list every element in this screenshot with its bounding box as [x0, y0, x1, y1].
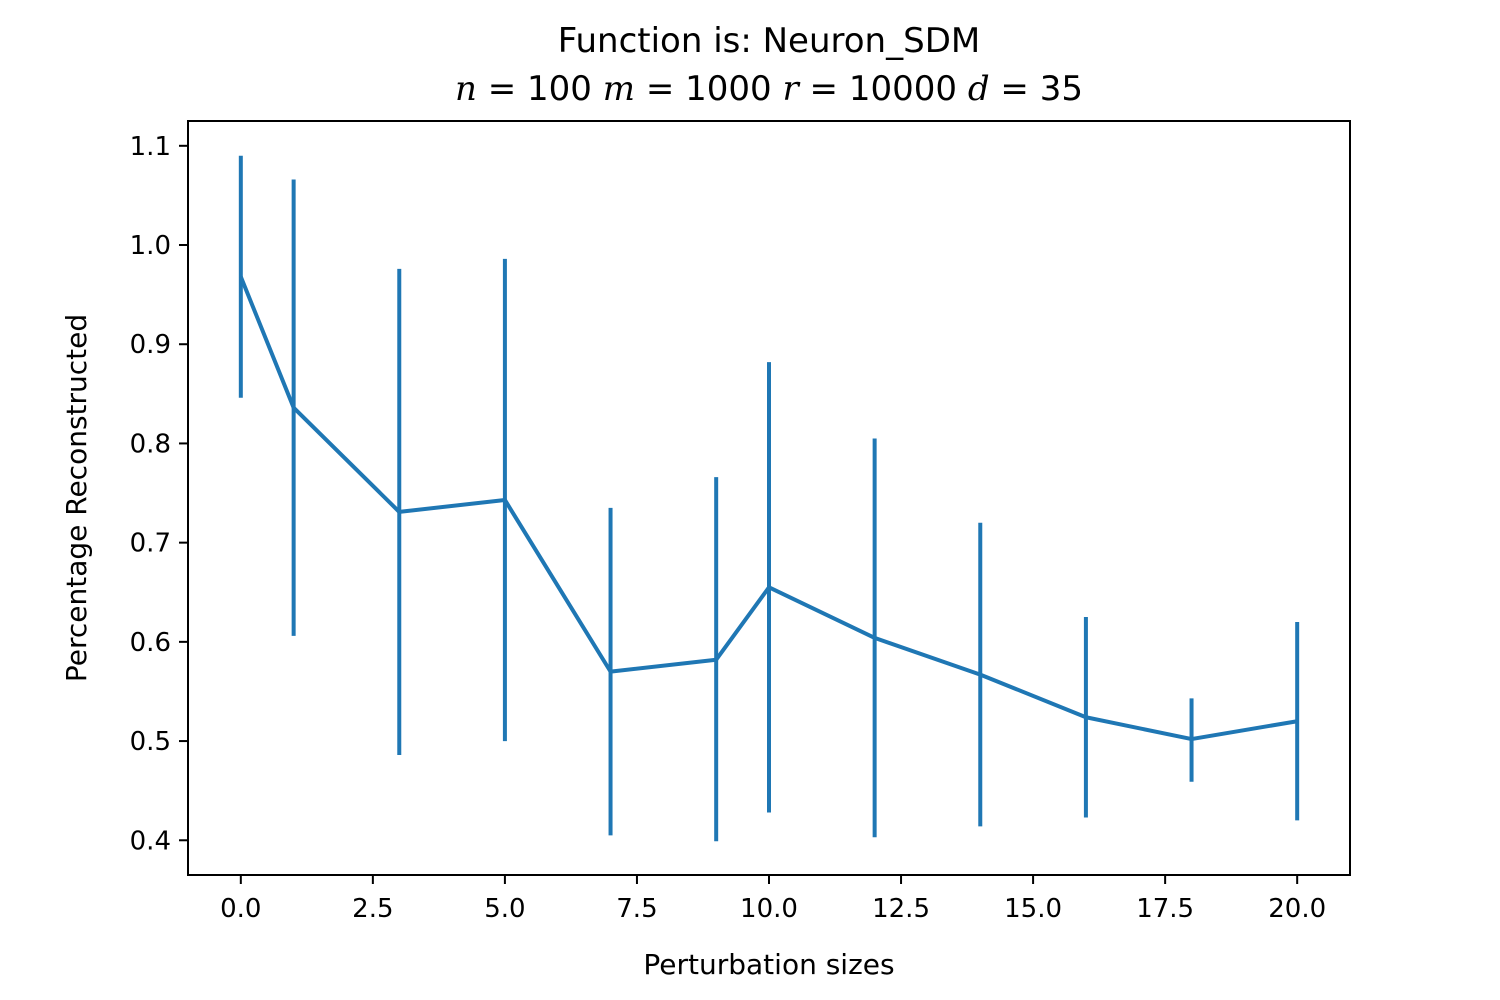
x-axis-ticks: 0.0 2.5 5.0 7.5 10.0 12.5 15.0 17.5 20.0: [220, 875, 1326, 924]
subtitle-n-value: 100: [527, 69, 592, 109]
x-tick-label: 20.0: [1268, 894, 1326, 924]
y-tick-label: 0.5: [130, 727, 171, 757]
x-tick-label: 10.0: [740, 894, 798, 924]
y-tick-label: 0.7: [130, 529, 171, 559]
x-tick-label: 5.0: [484, 894, 525, 924]
x-tick-label: 0.0: [220, 894, 261, 924]
x-tick-label: 15.0: [1004, 894, 1062, 924]
subtitle-m-label: m: [603, 69, 635, 109]
y-axis-ticks: 0.4 0.5 0.6 0.7 0.8 0.9 1.0 1.1: [130, 132, 188, 856]
x-axis-label: Perturbation sizes: [643, 948, 894, 981]
x-tick-label: 7.5: [616, 894, 657, 924]
subtitle-d-value: 35: [1040, 69, 1083, 109]
subtitle-d-label: d: [968, 69, 990, 109]
subtitle-r-label: r: [782, 69, 800, 109]
y-tick-label: 0.8: [130, 429, 171, 459]
x-tick-label: 2.5: [352, 894, 393, 924]
y-tick-label: 0.4: [130, 826, 171, 856]
y-tick-label: 0.6: [130, 628, 171, 658]
y-tick-label: 1.1: [130, 132, 171, 162]
series-line: [238, 276, 1298, 742]
chart-subtitle: n = 100 m = 1000 r = 10000 d = 35: [455, 69, 1083, 109]
plot-frame: [187, 120, 1351, 876]
x-tick-label: 17.5: [1136, 894, 1194, 924]
y-axis-label: Percentage Reconstructed: [60, 314, 93, 682]
x-tick-label: 12.5: [872, 894, 930, 924]
subtitle-m-value: 1000: [685, 69, 772, 109]
error-bars: [238, 155, 1300, 842]
subtitle-n-label: n: [455, 69, 477, 109]
y-tick-label: 0.9: [130, 330, 171, 360]
series-line-group: [238, 276, 1298, 742]
subtitle-r-value: 10000: [849, 69, 957, 109]
y-tick-label: 1.0: [130, 231, 171, 261]
chart-title: Function is: Neuron_SDM: [558, 21, 980, 61]
